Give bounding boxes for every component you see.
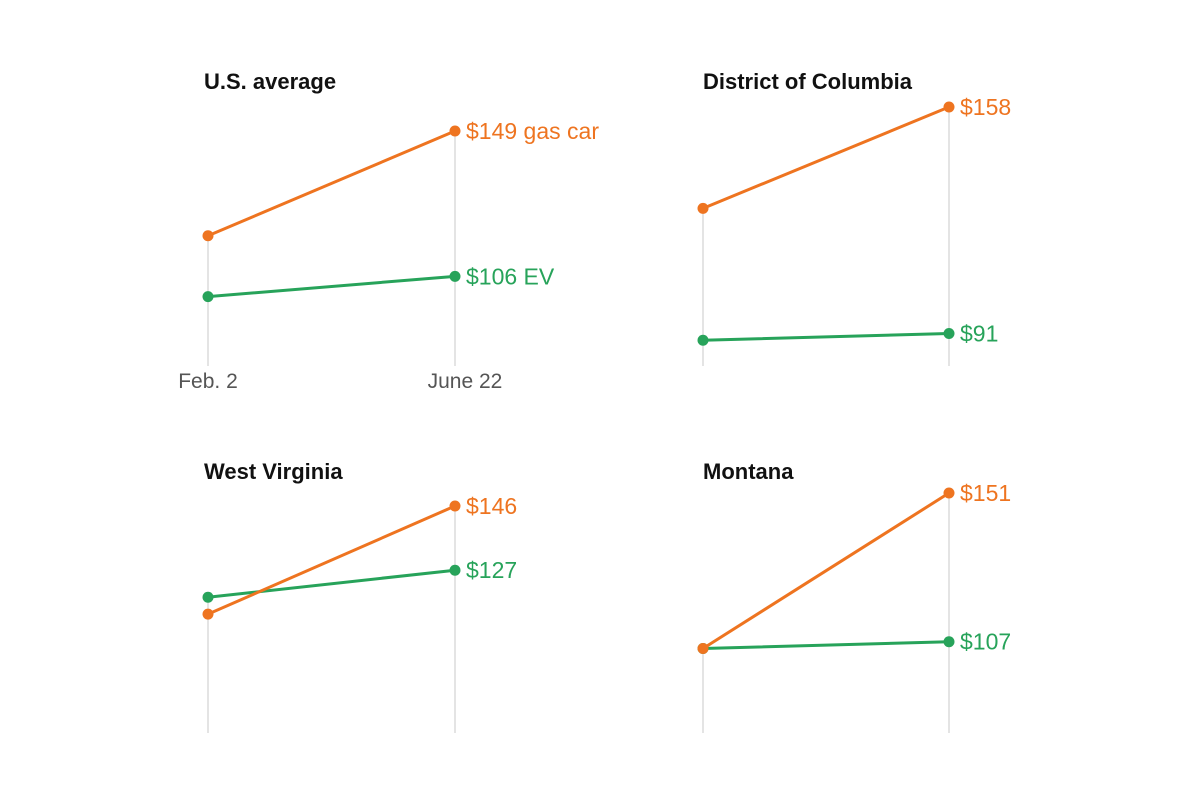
gas-point-end bbox=[449, 125, 461, 137]
gas-point-start bbox=[202, 230, 214, 242]
ev-end-label: $106 EV bbox=[466, 263, 555, 289]
ev-series-line bbox=[206, 274, 457, 299]
panel-title: District of Columbia bbox=[703, 69, 913, 94]
gas-end-label: $151 bbox=[960, 480, 1011, 506]
ev-end-label: $127 bbox=[466, 557, 517, 583]
x-tick-label: June 22 bbox=[428, 370, 503, 393]
ev-point-start bbox=[202, 591, 214, 603]
gas-end-label: $146 bbox=[466, 493, 517, 519]
gas-point-start bbox=[697, 642, 709, 654]
ev-point-end bbox=[943, 636, 955, 648]
ev-end-label: $107 bbox=[960, 629, 1011, 655]
gas-end-label: $158 bbox=[960, 94, 1011, 120]
ev-point-start bbox=[202, 291, 214, 303]
panel-title: West Virginia bbox=[204, 459, 343, 484]
gas-point-end bbox=[449, 500, 461, 512]
ev-point-start bbox=[697, 334, 709, 346]
gas-series-line bbox=[701, 105, 951, 210]
gas-point-start bbox=[697, 202, 709, 214]
gas-series-line bbox=[206, 129, 457, 238]
x-tick-label: Feb. 2 bbox=[178, 370, 238, 393]
panel-title: Montana bbox=[703, 459, 794, 484]
gas-point-end bbox=[943, 487, 955, 499]
ev-point-end bbox=[449, 564, 461, 576]
gas-point-end bbox=[943, 101, 955, 113]
gas-series-line bbox=[206, 504, 457, 616]
gas-series-line bbox=[701, 491, 951, 650]
ev-point-end bbox=[943, 327, 955, 339]
ev-series-line bbox=[206, 568, 457, 599]
ev-series-line bbox=[701, 331, 951, 342]
panel-0: U.S. average $106 EV $149 gas car Feb. 2 Jun… bbox=[178, 69, 599, 393]
ev-end-label: $91 bbox=[960, 320, 998, 346]
panel-3: Montana $107 $151 bbox=[697, 459, 1011, 733]
gas-end-label: $149 gas car bbox=[466, 118, 599, 144]
ev-series-line bbox=[701, 640, 951, 650]
panel-1: District of Columbia $91 $158 bbox=[697, 69, 1011, 366]
panel-title: U.S. average bbox=[204, 69, 336, 94]
ev-point-end bbox=[449, 270, 461, 282]
gas-point-start bbox=[202, 608, 214, 620]
panel-2: West Virginia $127 $146 bbox=[202, 459, 517, 733]
